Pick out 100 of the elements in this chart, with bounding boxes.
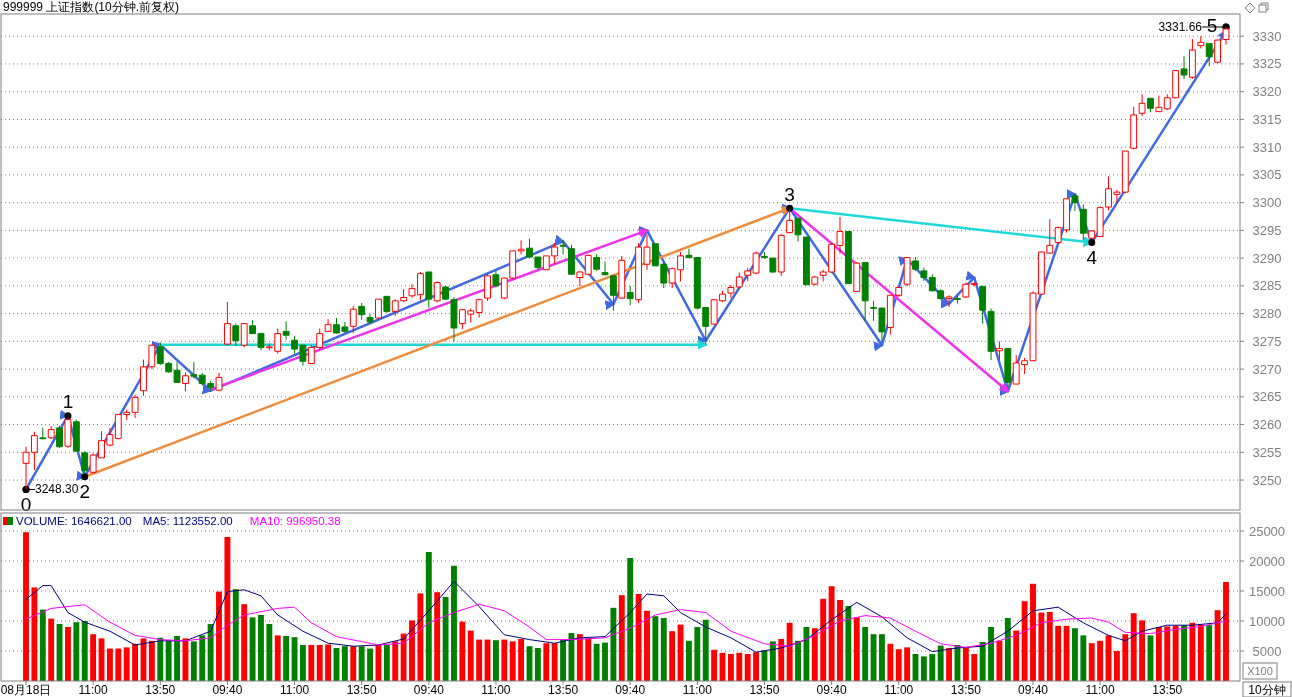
candlestick [954,294,961,305]
bar [879,634,885,681]
bar [618,595,625,681]
candlestick [861,262,869,322]
candlestick [72,419,80,452]
bar [736,652,743,681]
x-tick-label: 11:00 [1085,683,1116,697]
x-tick-label: 08月18日 [0,683,52,697]
candlestick [903,257,911,287]
bar [31,587,38,681]
bar [157,637,164,681]
candlestick [1138,93,1146,117]
candlestick [517,239,525,255]
x-axis-title: 10分钟 [1248,683,1286,697]
candlestick [609,274,617,312]
candlestick [593,253,601,272]
series-label: 2 [79,481,91,503]
y-tick-label: 3250 [1252,472,1282,488]
bar [73,622,80,681]
bar [543,643,550,681]
bar [350,646,357,681]
y-tick-label: 10000 [1248,613,1286,629]
line-series [25,603,1227,648]
bar [1113,651,1120,681]
bar [39,609,46,681]
bar [593,643,600,681]
candlestick [962,282,970,299]
bar [803,627,810,681]
y-tick-label: 3265 [1252,389,1282,405]
candlestick [1155,95,1163,113]
bar [492,640,499,681]
bar [65,627,71,681]
bar [560,639,566,681]
bar [409,620,415,681]
bar [837,600,843,681]
bar [392,641,399,681]
x-tick-label: 09:40 [816,683,847,697]
bar [778,639,785,681]
bar [660,618,667,681]
candlestick [777,233,785,277]
bar [1139,620,1146,681]
text: MA5: 1123552.00 [142,515,233,527]
bar [459,621,466,681]
bar [1172,625,1179,681]
bar [434,592,441,681]
candlestick [190,361,198,380]
bar [1030,583,1036,681]
candlestick [1079,203,1087,241]
x-tick-label: 13:50 [950,683,982,697]
candlestick [223,301,231,346]
x-tick-label: 11:00 [78,683,109,697]
bar [795,640,801,681]
bar [979,642,986,681]
point [786,204,794,212]
candlestick [987,308,995,361]
bar [1122,634,1129,681]
bar [299,645,306,681]
bar [367,648,373,681]
bar [1013,630,1020,681]
line-series [25,580,1227,653]
series-label: 5 [1206,14,1218,36]
candlestick [232,323,240,347]
bar [769,641,776,681]
bar [1206,625,1213,681]
bar [946,648,953,681]
bar [199,635,206,681]
y-tick-label: 3320 [1252,84,1282,100]
candlestick [576,270,584,287]
bar [442,597,449,681]
bar [937,645,944,681]
bar [1197,624,1204,681]
bar [358,646,365,681]
y-tick-label: 3315 [1252,111,1282,127]
candlestick [626,285,634,306]
bar [1189,622,1196,681]
x-tick-label: 11:00 [682,683,713,697]
bar [48,618,55,681]
bar [1155,627,1162,681]
candlestick [215,372,223,392]
bar [551,643,558,681]
x-tick-label: 13:50 [145,683,176,697]
candlestick [1130,106,1138,150]
bar [518,639,525,681]
bar [786,622,793,681]
bar [1097,640,1104,681]
candlestick [912,256,919,272]
bar [501,639,508,681]
bar [887,643,894,681]
bar [635,594,642,681]
candlestick [844,230,852,285]
y-tick-label: 3285 [1252,278,1282,294]
bar [90,634,97,681]
y-tick-label: 20000 [1248,553,1286,569]
candlestick [1088,229,1096,240]
bar [576,634,583,681]
candlestick [945,294,953,308]
x-tick-label: 09:40 [413,683,445,697]
bar [988,627,994,681]
bar [308,645,315,681]
bar [610,607,617,681]
